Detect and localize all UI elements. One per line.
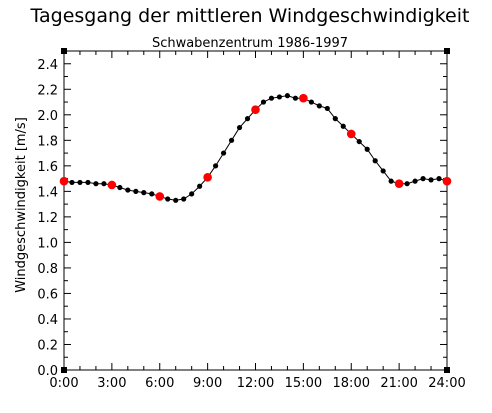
data-point: [117, 184, 123, 191]
corner-markers: [61, 48, 450, 373]
data-point: [364, 146, 370, 152]
series-layer: [59, 93, 452, 203]
y-tick-label: 0.4: [37, 313, 58, 328]
data-point: [412, 178, 418, 184]
data-point: [332, 116, 338, 122]
data-point: [284, 93, 291, 99]
y-tick-label: 2.4: [37, 58, 58, 73]
highlight-point: [203, 173, 212, 182]
data-point: [181, 196, 187, 202]
plot-frame: [63, 50, 448, 371]
y-axis-label: Windgeschwindigkeit [m/s]: [14, 117, 29, 293]
data-point: [101, 181, 107, 187]
data-point: [436, 176, 442, 182]
chart-subtitle: Schwabenzentrum 1986-1997: [152, 36, 348, 51]
data-point: [268, 95, 275, 101]
highlight-point: [251, 105, 260, 114]
data-point: [165, 196, 171, 202]
data-point: [220, 150, 227, 156]
y-tick-label: 1.4: [37, 185, 58, 200]
data-point: [404, 181, 410, 187]
data-point: [236, 124, 243, 131]
y-tick-label: 0.2: [37, 338, 58, 353]
data-point: [308, 99, 314, 105]
data-point: [244, 116, 251, 122]
x-tick-label: 3:00: [97, 376, 126, 391]
highlight-point: [299, 93, 308, 103]
y-tick-label: 1.0: [37, 236, 58, 251]
data-point: [372, 158, 378, 164]
x-tick-label: 6:00: [145, 376, 174, 391]
highlight-point: [346, 129, 356, 139]
data-point: [133, 188, 139, 194]
data-point: [380, 168, 386, 174]
y-tick-label: 1.6: [37, 160, 58, 175]
x-tick-label: 18:00: [333, 376, 370, 391]
data-point: [125, 187, 131, 193]
data-point: [197, 183, 203, 189]
highlight-point: [394, 179, 404, 189]
data-point: [69, 179, 75, 186]
data-point: [276, 94, 283, 100]
highlight-point: [155, 192, 165, 201]
y-tick-label: 2.0: [37, 109, 58, 124]
data-point: [149, 191, 155, 197]
data-point: [77, 179, 83, 186]
data-point: [428, 177, 434, 183]
data-point: [388, 178, 394, 184]
x-tick-label: 15:00: [285, 376, 322, 391]
highlight-point: [59, 176, 69, 186]
data-point: [356, 138, 362, 145]
data-point: [324, 105, 330, 112]
y-tick-label: 2.2: [37, 83, 58, 98]
data-point: [213, 163, 219, 169]
data-point: [420, 176, 426, 182]
x-tick-label: 12:00: [237, 376, 274, 391]
y-tick-label: 0.6: [37, 287, 58, 302]
x-tick-label: 9:00: [193, 376, 222, 391]
x-tick-label: 21:00: [380, 376, 417, 391]
data-point: [85, 179, 91, 186]
x-tick-label: 24:00: [428, 376, 465, 391]
data-point: [228, 137, 235, 143]
chart-title: Tagesgang der mittleren Windgeschwindigk…: [30, 5, 470, 27]
data-point: [141, 190, 147, 196]
y-tick-label: 0.8: [37, 262, 58, 277]
highlight-point: [442, 176, 452, 186]
data-point: [173, 197, 179, 203]
data-point: [340, 123, 346, 129]
x-tick-label: 0:00: [49, 376, 78, 391]
y-tick-label: 1.8: [37, 134, 58, 149]
y-axis-ticks: 0.0 0.2 0.4 0.6 0.8 1.0 1.2 1.4 1.6 1.8 2.0 2.2 2.4: [37, 58, 447, 379]
data-point: [260, 99, 267, 105]
y-tick-label: 0.0: [37, 364, 58, 379]
data-point: [189, 191, 195, 197]
x-axis-ticks: 0:00 3:00 6:00 9:00 12:00 15:00 18:00 21:00 24:0…: [49, 51, 466, 391]
data-point: [93, 181, 99, 187]
y-tick-label: 1.2: [37, 211, 58, 226]
data-point: [292, 95, 298, 101]
highlight-point: [107, 180, 117, 190]
data-point: [316, 103, 322, 109]
